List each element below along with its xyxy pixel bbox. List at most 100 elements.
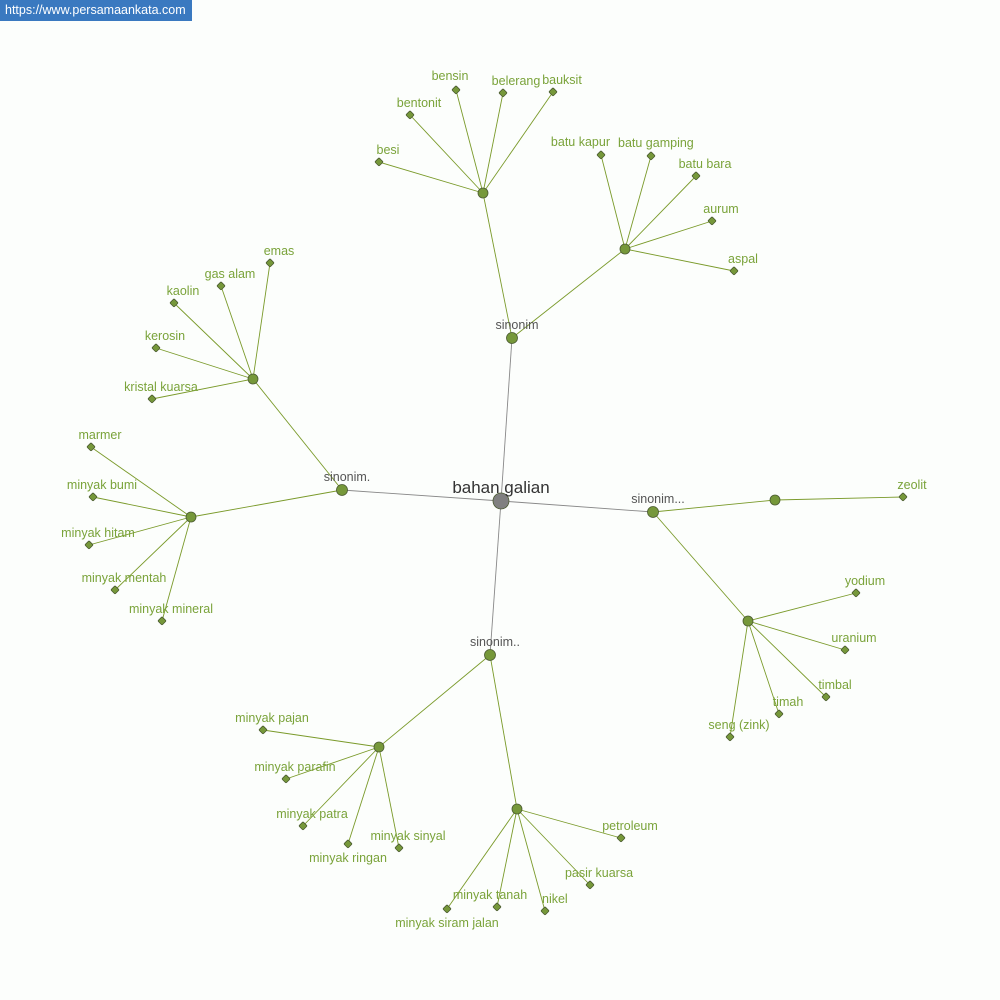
leaf-label[interactable]: minyak bumi — [67, 478, 137, 492]
leaf-label[interactable]: timah — [773, 695, 804, 709]
root-label[interactable]: bahan galian — [452, 478, 549, 497]
leaf-label[interactable]: bensin — [432, 69, 469, 83]
leaf-node[interactable] — [84, 540, 94, 550]
hub-node[interactable] — [511, 803, 523, 815]
hub-node[interactable] — [769, 494, 781, 506]
leaf-node[interactable] — [596, 150, 606, 160]
leaf-node[interactable] — [498, 88, 508, 98]
leaf-node[interactable] — [151, 343, 161, 353]
leaf-edge — [302, 746, 380, 827]
leaf-edge — [774, 496, 904, 501]
leaf-label[interactable]: minyak siram jalan — [395, 916, 499, 930]
synonym-label[interactable]: sinonim.. — [470, 635, 520, 649]
leaf-node[interactable] — [548, 87, 558, 97]
hub-node[interactable] — [619, 243, 631, 255]
leaf-label[interactable]: kaolin — [167, 284, 200, 298]
synonym-node[interactable] — [484, 649, 496, 661]
leaf-node[interactable] — [169, 298, 179, 308]
leaf-label[interactable]: minyak pajan — [235, 711, 309, 725]
leaf-node[interactable] — [585, 880, 595, 890]
hub-edge — [652, 499, 776, 513]
leaf-label[interactable]: belerang — [492, 74, 541, 88]
leaf-label[interactable]: minyak hitam — [61, 526, 135, 540]
leaf-node[interactable] — [147, 394, 157, 404]
leaf-label[interactable]: nikel — [542, 892, 568, 906]
leaf-label[interactable]: batu bara — [679, 157, 732, 171]
leaf-node[interactable] — [258, 725, 268, 735]
leaf-node[interactable] — [774, 709, 784, 719]
leaf-node[interactable] — [110, 585, 120, 595]
leaf-node[interactable] — [691, 171, 701, 181]
leaf-label[interactable]: petroleum — [602, 819, 658, 833]
leaf-node[interactable] — [729, 266, 739, 276]
leaf-label[interactable]: kerosin — [145, 329, 185, 343]
leaf-label[interactable]: timbal — [818, 678, 851, 692]
leaf-label[interactable]: bentonit — [397, 96, 442, 110]
hub-node[interactable] — [477, 187, 489, 199]
leaf-label[interactable]: uranium — [831, 631, 876, 645]
leaf-label[interactable]: marmer — [78, 428, 121, 442]
leaf-node[interactable] — [343, 839, 353, 849]
leaf-label[interactable]: minyak parafin — [254, 760, 335, 774]
root-edge — [500, 337, 513, 502]
leaf-node[interactable] — [540, 906, 550, 916]
root-node[interactable] — [492, 492, 510, 510]
leaf-node[interactable] — [616, 833, 626, 843]
leaf-node[interactable] — [281, 774, 291, 784]
leaf-edge — [455, 89, 484, 194]
leaf-edge — [747, 620, 846, 651]
hub-edge — [489, 654, 518, 810]
leaf-label[interactable]: bauksit — [542, 73, 582, 87]
synonym-node[interactable] — [336, 484, 348, 496]
hub-node[interactable] — [247, 373, 259, 385]
synonym-label[interactable]: sinonim. — [324, 470, 371, 484]
leaf-label[interactable]: minyak tanah — [453, 888, 527, 902]
leaf-label[interactable]: zeolit — [897, 478, 927, 492]
leaf-node[interactable] — [216, 281, 226, 291]
hub-node[interactable] — [742, 615, 754, 627]
synonym-label[interactable]: sinonim... — [631, 492, 685, 506]
leaf-label[interactable]: kristal kuarsa — [124, 380, 198, 394]
synonym-label[interactable]: sinonim — [495, 318, 538, 332]
leaf-label[interactable]: gas alam — [205, 267, 256, 281]
leaf-label[interactable]: pasir kuarsa — [565, 866, 633, 880]
leaf-node[interactable] — [451, 85, 461, 95]
leaf-edge — [173, 302, 254, 380]
leaf-label[interactable]: yodium — [845, 574, 885, 588]
synonym-node[interactable] — [506, 332, 518, 344]
hub-node[interactable] — [373, 741, 385, 753]
leaf-node[interactable] — [492, 902, 502, 912]
leaf-label[interactable]: aurum — [703, 202, 738, 216]
leaf-label[interactable]: minyak mineral — [129, 602, 213, 616]
leaf-label[interactable]: minyak sinyal — [370, 829, 445, 843]
leaf-node[interactable] — [851, 588, 861, 598]
leaf-node[interactable] — [88, 492, 98, 502]
leaf-label[interactable]: minyak mentah — [82, 571, 167, 585]
leaf-node[interactable] — [898, 492, 908, 502]
site-watermark[interactable]: https://www.persamaankata.com — [0, 0, 192, 21]
leaf-node[interactable] — [86, 442, 96, 452]
leaf-node[interactable] — [442, 904, 452, 914]
leaf-node[interactable] — [265, 258, 275, 268]
leaf-label[interactable]: batu gamping — [618, 136, 694, 150]
leaf-node[interactable] — [725, 732, 735, 742]
leaf-label[interactable]: seng (zink) — [708, 718, 769, 732]
leaf-label[interactable]: minyak ringan — [309, 851, 387, 865]
hub-node[interactable] — [185, 511, 197, 523]
leaf-label[interactable]: minyak patra — [276, 807, 348, 821]
leaf-node[interactable] — [646, 151, 656, 161]
leaf-node[interactable] — [394, 843, 404, 853]
leaf-node[interactable] — [840, 645, 850, 655]
leaf-node[interactable] — [374, 157, 384, 167]
leaf-node[interactable] — [707, 216, 717, 226]
leaf-node[interactable] — [298, 821, 308, 831]
leaf-node[interactable] — [405, 110, 415, 120]
leaf-label[interactable]: emas — [264, 244, 295, 258]
leaf-label[interactable]: aspal — [728, 252, 758, 266]
leaf-node[interactable] — [821, 692, 831, 702]
leaf-node[interactable] — [157, 616, 167, 626]
leaf-label[interactable]: batu kapur — [551, 135, 610, 149]
leaf-edge — [409, 114, 484, 194]
leaf-label[interactable]: besi — [377, 143, 400, 157]
synonym-node[interactable] — [647, 506, 659, 518]
